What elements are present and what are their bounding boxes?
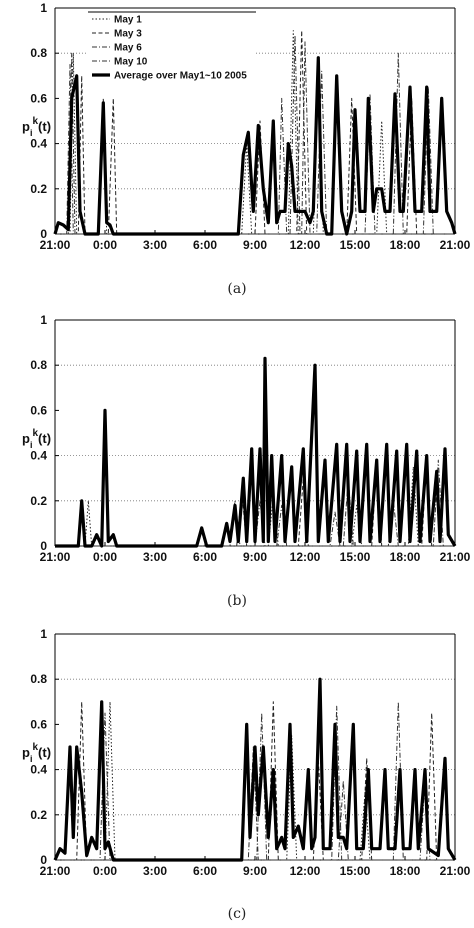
x-tick-label: 18:00: [390, 550, 421, 564]
y-tick-label: 0.4: [30, 449, 47, 463]
y-tick-label: 0.2: [30, 182, 47, 196]
legend-entry: Average over May1~10 2005: [114, 71, 247, 82]
y-tick-label: 0.8: [30, 358, 47, 372]
legend-entry: May 3: [114, 29, 142, 40]
chart-panel-2: 0 0.2 0.4 0.6 0.8 1 21:00 0:00 3:00 6:00 9:00 12:00…: [22, 313, 471, 609]
legend-box: [88, 12, 256, 82]
y-tick-label: 0.4: [30, 763, 47, 777]
y-tick-label: 0.2: [30, 808, 47, 822]
x-tick-label: 6:00: [193, 864, 217, 878]
series-line-may-6: [55, 500, 455, 547]
panel-caption: (c): [228, 906, 247, 922]
y-tick-label: 0.6: [30, 403, 47, 417]
x-tick-label: 15:00: [340, 550, 371, 564]
x-tick-label: 21:00: [40, 864, 71, 878]
y-tick-label: 0.6: [30, 717, 47, 731]
x-tick-label: 15:00: [340, 238, 371, 252]
x-tick-label: 15:00: [340, 864, 371, 878]
series-line-may-6: [55, 41, 455, 235]
panel-caption: (a): [227, 281, 246, 297]
y-tick-label: 0.6: [30, 91, 47, 105]
y-tick-label: 1: [40, 627, 47, 641]
y-tick-label: 1: [40, 313, 47, 327]
x-tick-label: 0:00: [93, 238, 117, 252]
series-line-average-over-may1-10-2005: [53, 677, 457, 862]
series-line-may-10: [55, 459, 455, 547]
series-line-average-over-may1-10-2005: [53, 56, 457, 236]
chart-panel-3: 0 0.2 0.4 0.6 0.8 1 21:00 0:00 3:00 6:00 9:00 12:00…: [22, 627, 471, 922]
panel-caption: (b): [227, 593, 247, 609]
x-tick-label: 3:00: [143, 238, 167, 252]
x-tick-label: 12:00: [290, 238, 321, 252]
y-tick-label: 0.8: [30, 672, 47, 686]
y-tick-label: 0.4: [30, 137, 47, 151]
legend: May 1 May 3 May 6 May 10 Average over May1~1…: [88, 11, 256, 82]
y-tick-label: 0.8: [30, 46, 47, 60]
x-tick-label: 0:00: [93, 550, 117, 564]
legend-entry: May 10: [114, 57, 148, 68]
legend-entry: May 6: [114, 43, 142, 54]
x-tick-label: 6:00: [193, 550, 217, 564]
y-tick-label: 0.2: [30, 494, 47, 508]
x-tick-label: 21:00: [440, 550, 471, 564]
x-tick-label: 12:00: [290, 550, 321, 564]
x-tick-label: 0:00: [93, 864, 117, 878]
series-line-may-10: [55, 34, 455, 235]
x-tick-label: 6:00: [193, 238, 217, 252]
x-tick-label: 18:00: [390, 238, 421, 252]
legend-entry: May 1: [114, 15, 142, 26]
y-tick-label: 1: [40, 1, 47, 15]
y-tick-label: 0: [40, 539, 47, 553]
series-line-average-over-may1-10-2005: [55, 356, 457, 548]
x-tick-label: 9:00: [243, 238, 267, 252]
x-tick-label: 18:00: [390, 864, 421, 878]
x-tick-label: 3:00: [143, 864, 167, 878]
x-tick-label: 21:00: [40, 238, 71, 252]
x-tick-label: 9:00: [243, 864, 267, 878]
y-tick-label: 0: [40, 227, 47, 241]
series-line-may-6: [55, 701, 455, 861]
x-tick-label: 3:00: [143, 550, 167, 564]
series-line-may-10: [55, 705, 455, 861]
y-axis-label: pik(t): [22, 742, 51, 764]
x-tick-label: 21:00: [440, 238, 471, 252]
x-tick-label: 21:00: [440, 864, 471, 878]
y-axis-label: pik(t): [22, 428, 51, 450]
y-tick-label: 0: [40, 853, 47, 867]
x-tick-label: 9:00: [243, 550, 267, 564]
chart-panel-1: 0 0.2 0.4 0.6 0.8 1 21:00 0:00 3:00 6:00 9:00 12:00…: [22, 1, 471, 297]
x-tick-label: 21:00: [40, 550, 71, 564]
y-axis-label: pik(t): [22, 116, 51, 138]
x-tick-label: 12:00: [290, 864, 321, 878]
